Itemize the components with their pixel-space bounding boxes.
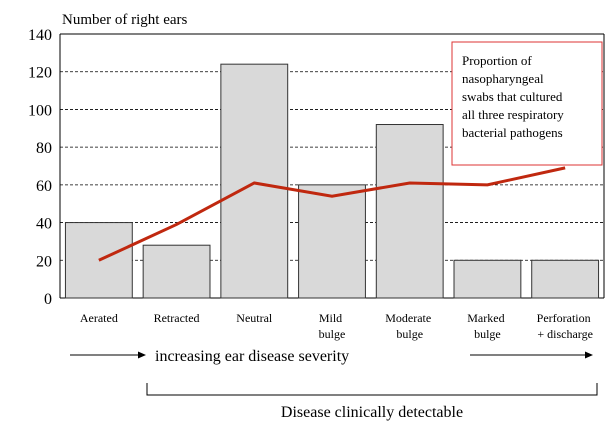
- bar: [220, 63, 289, 299]
- line: [98, 166, 566, 262]
- y-tick-label: 40: [36, 216, 52, 233]
- x-tick-label-line: Moderate: [385, 311, 434, 325]
- bracket-label: Disease clinically detectable: [281, 404, 463, 421]
- annotation-text: Proportion of: [462, 53, 532, 68]
- y-tick-label: 80: [36, 140, 52, 157]
- arrow-head: [138, 351, 146, 359]
- bar: [375, 124, 444, 299]
- x-tick-label-line: bulge: [474, 327, 501, 341]
- y-tick-label: 60: [36, 178, 52, 195]
- x-tick-label-line: Marked: [467, 311, 507, 325]
- x-tick-label-line: bulge: [396, 327, 423, 341]
- x-tick-label-line: Mild: [319, 311, 345, 325]
- annotation-text: bacterial pathogens: [462, 125, 563, 140]
- x-tick-label-line: Perforation: [537, 311, 594, 325]
- y-tick-label: 100: [28, 102, 52, 119]
- x-tick-label: Perforation + discharge: [537, 311, 594, 341]
- bar: [298, 184, 366, 299]
- bar: [531, 259, 600, 299]
- y-tick-label: 0: [44, 291, 52, 308]
- annotation-text: all three respiratory: [462, 107, 564, 122]
- x-tick-label: Retracted: [154, 311, 200, 325]
- x-tick-label: Mild bulge: [319, 311, 346, 341]
- x-tick-label: Moderate bulge: [385, 311, 434, 341]
- bracket: [146, 383, 598, 396]
- annotation-text: nasopharyngeal: [462, 71, 544, 86]
- x-tick-label: Aerated: [80, 311, 118, 325]
- arrow-label: increasing ear disease severity: [155, 348, 349, 365]
- bar: [142, 244, 211, 299]
- x-tick-label: Neutral: [236, 311, 273, 325]
- x-tick-label-line: bulge: [319, 327, 346, 341]
- x-tick-label: Marked bulge: [467, 311, 507, 341]
- annotation-text: swabs that cultured: [462, 89, 563, 104]
- bar: [453, 259, 522, 299]
- annotation-box: [451, 41, 603, 166]
- y-axis-label: Number of right ears: [62, 12, 188, 28]
- y-tick-label: 140: [28, 27, 52, 44]
- arrow-head: [585, 351, 593, 359]
- y-tick-label: 120: [28, 65, 52, 82]
- x-tick-label-line: + discharge: [537, 327, 593, 341]
- y-tick-label: 20: [36, 253, 52, 270]
